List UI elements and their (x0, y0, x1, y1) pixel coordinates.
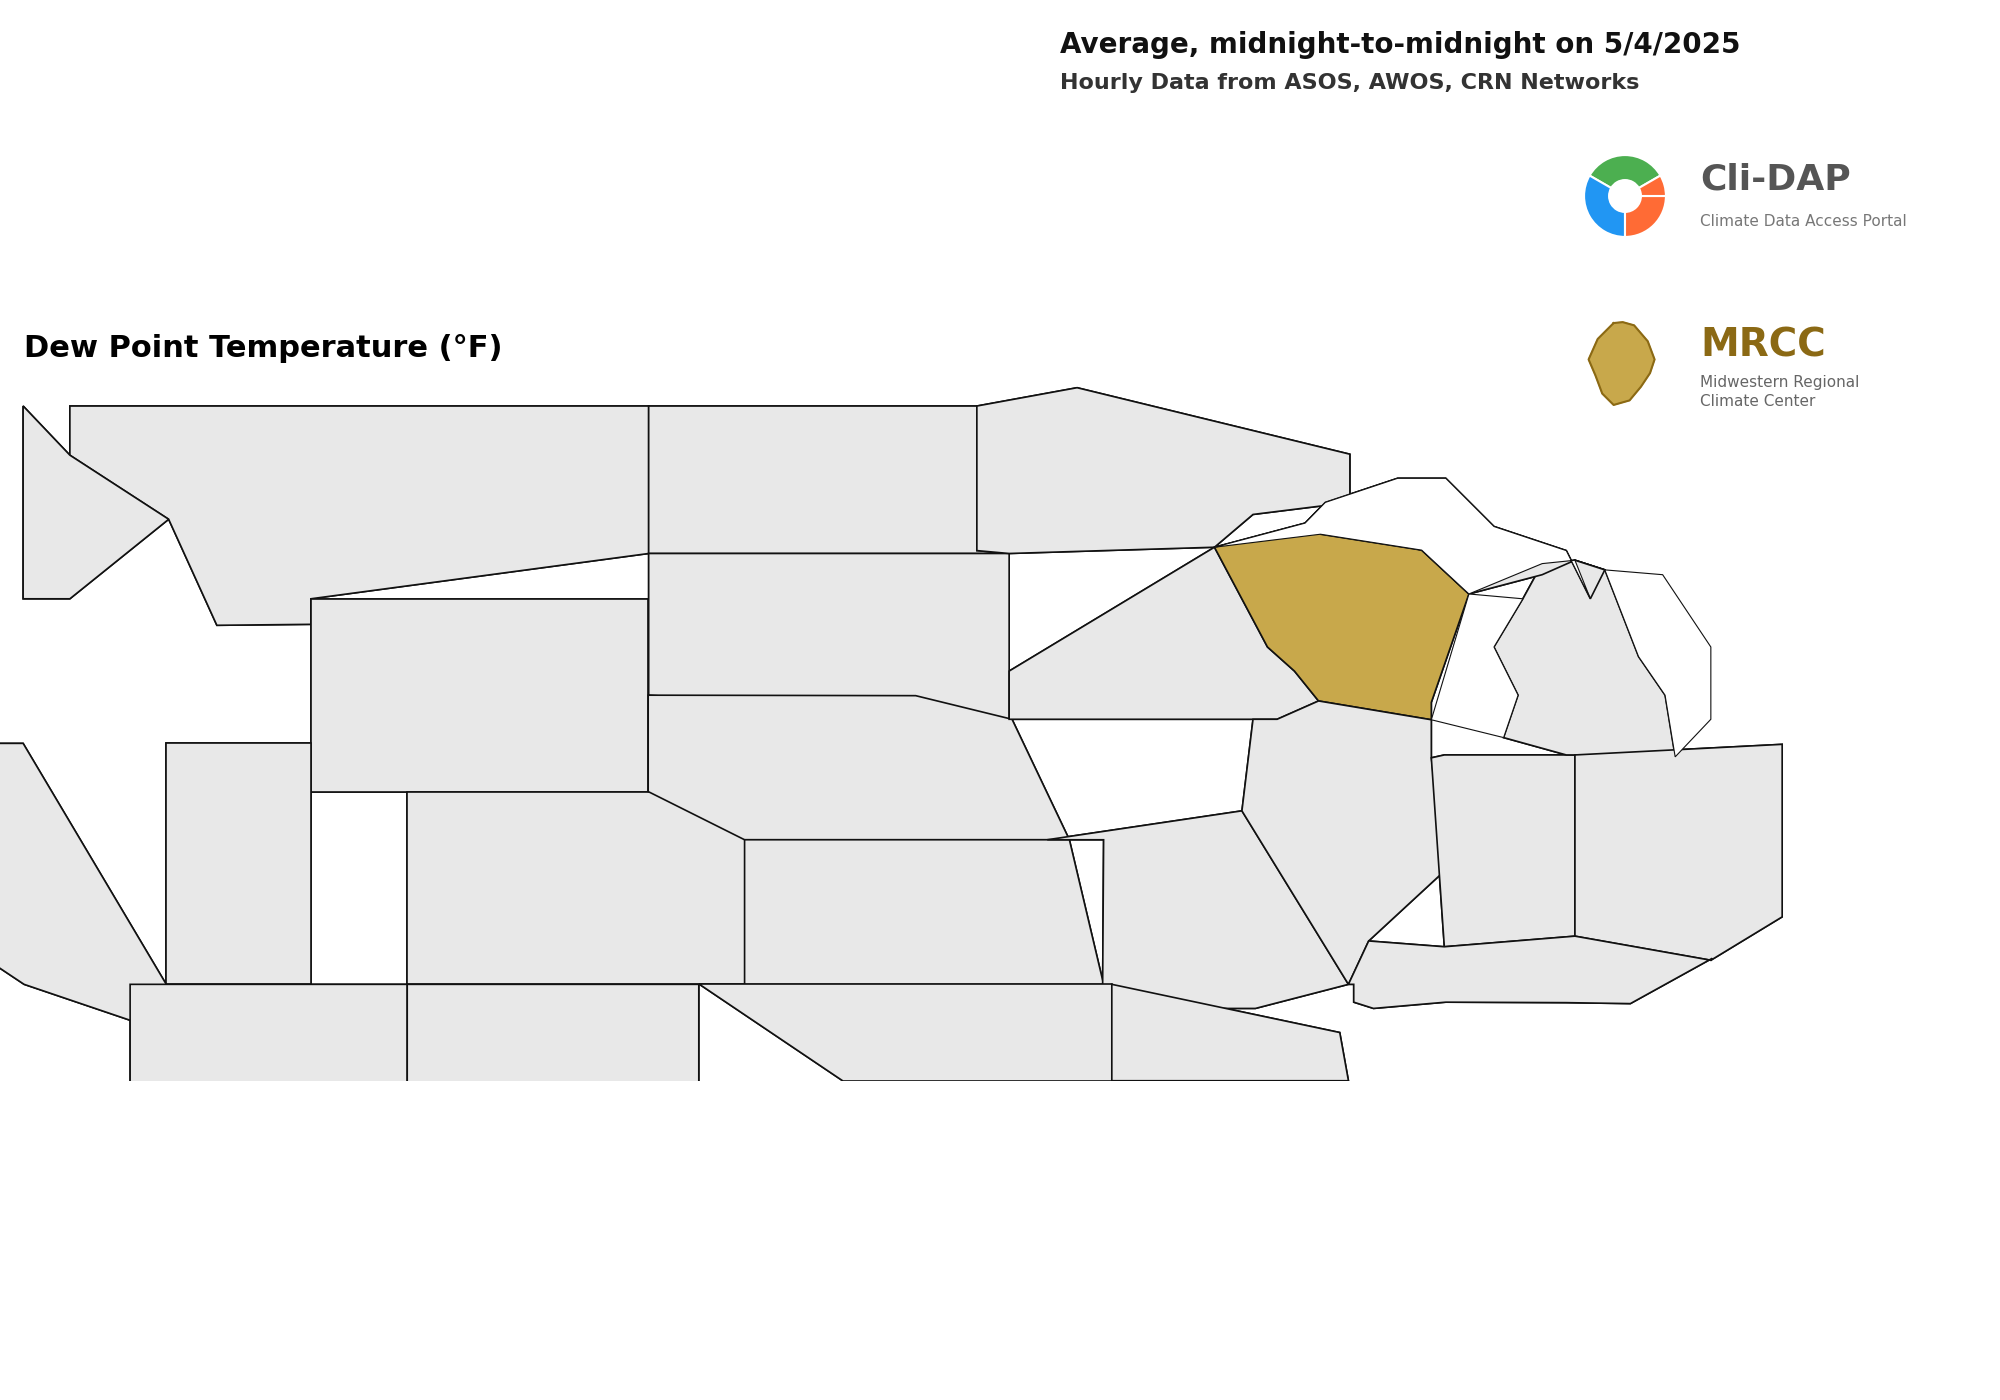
Polygon shape (1112, 984, 1348, 1081)
Polygon shape (1574, 745, 1782, 960)
Polygon shape (976, 388, 1350, 553)
Polygon shape (1574, 745, 1782, 960)
Polygon shape (0, 743, 166, 1033)
Polygon shape (408, 791, 744, 984)
Polygon shape (166, 743, 310, 984)
Wedge shape (1624, 196, 1666, 237)
Polygon shape (698, 984, 1112, 1081)
Polygon shape (1214, 524, 1468, 720)
Polygon shape (1432, 755, 1574, 946)
Polygon shape (1010, 547, 1318, 720)
Polygon shape (408, 791, 744, 984)
Polygon shape (648, 696, 1070, 840)
Text: Average, midnight-to-midnight on 5/4/2025: Average, midnight-to-midnight on 5/4/202… (1060, 31, 1740, 59)
Polygon shape (744, 840, 1104, 984)
Polygon shape (1306, 479, 1604, 599)
Polygon shape (1214, 524, 1468, 720)
Wedge shape (1584, 175, 1624, 237)
Text: Cli-DAP: Cli-DAP (1700, 162, 1850, 196)
Polygon shape (0, 743, 166, 1033)
Polygon shape (70, 406, 648, 626)
Wedge shape (1590, 155, 1660, 188)
Polygon shape (166, 743, 310, 984)
Text: Hourly Data from ASOS, AWOS, CRN Networks: Hourly Data from ASOS, AWOS, CRN Network… (1060, 73, 1640, 92)
Polygon shape (1432, 755, 1574, 946)
Polygon shape (408, 984, 698, 1257)
Polygon shape (130, 984, 408, 1257)
Polygon shape (1048, 811, 1348, 1008)
Polygon shape (698, 984, 1112, 1081)
Text: MRCC: MRCC (1700, 326, 1826, 365)
Polygon shape (1112, 984, 1348, 1081)
Text: Climate Data Access Portal: Climate Data Access Portal (1700, 214, 1906, 228)
Polygon shape (1348, 937, 1712, 1008)
Polygon shape (648, 553, 1010, 720)
Text: Midwestern Regional
Climate Center: Midwestern Regional Climate Center (1700, 375, 1860, 409)
Polygon shape (648, 696, 1070, 840)
Polygon shape (744, 840, 1104, 984)
Polygon shape (1604, 570, 1710, 757)
Polygon shape (648, 553, 1010, 720)
Polygon shape (1242, 701, 1444, 984)
Polygon shape (1306, 479, 1604, 599)
Polygon shape (1494, 560, 1676, 757)
Polygon shape (648, 406, 1010, 553)
Polygon shape (70, 406, 648, 626)
Polygon shape (1348, 937, 1712, 1008)
Polygon shape (1494, 560, 1676, 757)
Polygon shape (1010, 547, 1318, 720)
Polygon shape (408, 984, 698, 1257)
Polygon shape (1048, 811, 1348, 1008)
Polygon shape (1588, 322, 1654, 405)
Polygon shape (1242, 701, 1444, 984)
Wedge shape (1638, 175, 1666, 196)
Text: Dew Point Temperature (°F): Dew Point Temperature (°F) (24, 333, 502, 363)
Polygon shape (310, 599, 648, 791)
Polygon shape (24, 406, 168, 599)
Polygon shape (648, 406, 1010, 553)
Polygon shape (24, 406, 168, 599)
Polygon shape (310, 599, 648, 791)
Polygon shape (976, 388, 1350, 553)
Polygon shape (1432, 594, 1522, 738)
Polygon shape (130, 984, 408, 1257)
Polygon shape (1214, 479, 1590, 599)
